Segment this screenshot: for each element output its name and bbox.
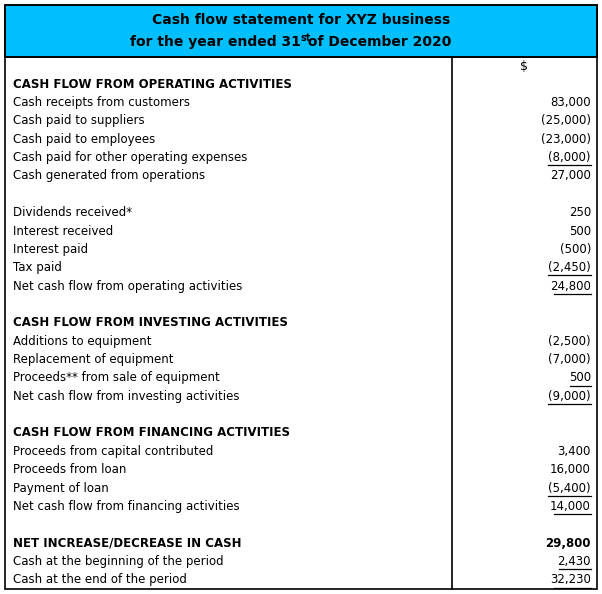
Text: CASH FLOW FROM FINANCING ACTIVITIES: CASH FLOW FROM FINANCING ACTIVITIES (13, 426, 290, 440)
Text: Proceeds** from sale of equipment: Proceeds** from sale of equipment (13, 371, 220, 384)
Text: (2,450): (2,450) (548, 261, 591, 274)
Text: 16,000: 16,000 (550, 463, 591, 476)
Text: 24,800: 24,800 (550, 280, 591, 293)
Text: CASH FLOW FROM INVESTING ACTIVITIES: CASH FLOW FROM INVESTING ACTIVITIES (13, 317, 288, 329)
Text: Proceeds from capital contributed: Proceeds from capital contributed (13, 445, 213, 458)
Text: 3,400: 3,400 (557, 445, 591, 458)
Text: Cash at the end of the period: Cash at the end of the period (13, 573, 187, 586)
Text: Net cash flow from operating activities: Net cash flow from operating activities (13, 280, 243, 293)
Text: Cash paid for other operating expenses: Cash paid for other operating expenses (13, 151, 247, 164)
Text: (500): (500) (560, 243, 591, 256)
Text: Interest received: Interest received (13, 225, 113, 238)
Text: (5,400): (5,400) (548, 482, 591, 495)
Text: Proceeds from loan: Proceeds from loan (13, 463, 126, 476)
Text: Interest paid: Interest paid (13, 243, 88, 256)
Text: (9,000): (9,000) (548, 390, 591, 403)
Text: Cash at the beginning of the period: Cash at the beginning of the period (13, 555, 223, 568)
Text: Replacement of equipment: Replacement of equipment (13, 353, 173, 366)
Text: 14,000: 14,000 (550, 500, 591, 513)
Text: 83,000: 83,000 (550, 96, 591, 109)
Text: Tax paid: Tax paid (13, 261, 62, 274)
Text: 2,430: 2,430 (557, 555, 591, 568)
Text: (25,000): (25,000) (541, 115, 591, 127)
Text: Cash paid to employees: Cash paid to employees (13, 132, 155, 146)
Text: 500: 500 (569, 371, 591, 384)
Text: (23,000): (23,000) (541, 132, 591, 146)
Text: CASH FLOW FROM OPERATING ACTIVITIES: CASH FLOW FROM OPERATING ACTIVITIES (13, 78, 292, 91)
Text: Payment of loan: Payment of loan (13, 482, 109, 495)
Text: NET INCREASE/DECREASE IN CASH: NET INCREASE/DECREASE IN CASH (13, 536, 241, 549)
Text: (2,500): (2,500) (548, 334, 591, 347)
Text: $: $ (521, 59, 529, 72)
Text: Cash generated from operations: Cash generated from operations (13, 169, 205, 182)
Bar (5, 5, 597, 57)
Text: 500: 500 (569, 225, 591, 238)
Text: 32,230: 32,230 (550, 573, 591, 586)
Text: Net cash flow from financing activities: Net cash flow from financing activities (13, 500, 240, 513)
Text: (7,000): (7,000) (548, 353, 591, 366)
Text: st: st (301, 33, 311, 43)
Text: Cash paid to suppliers: Cash paid to suppliers (13, 115, 144, 127)
Text: for the year ended 31: for the year ended 31 (130, 36, 301, 49)
Text: Net cash flow from investing activities: Net cash flow from investing activities (13, 390, 240, 403)
Text: (8,000): (8,000) (548, 151, 591, 164)
Text: Cash flow statement for XYZ business: Cash flow statement for XYZ business (152, 12, 450, 27)
Text: Additions to equipment: Additions to equipment (13, 334, 152, 347)
Text: 29,800: 29,800 (545, 536, 591, 549)
Text: Dividends received*: Dividends received* (13, 206, 132, 219)
Text: Cash receipts from customers: Cash receipts from customers (13, 96, 190, 109)
Text: 250: 250 (569, 206, 591, 219)
Text: of December 2020: of December 2020 (303, 36, 452, 49)
Text: 27,000: 27,000 (550, 169, 591, 182)
